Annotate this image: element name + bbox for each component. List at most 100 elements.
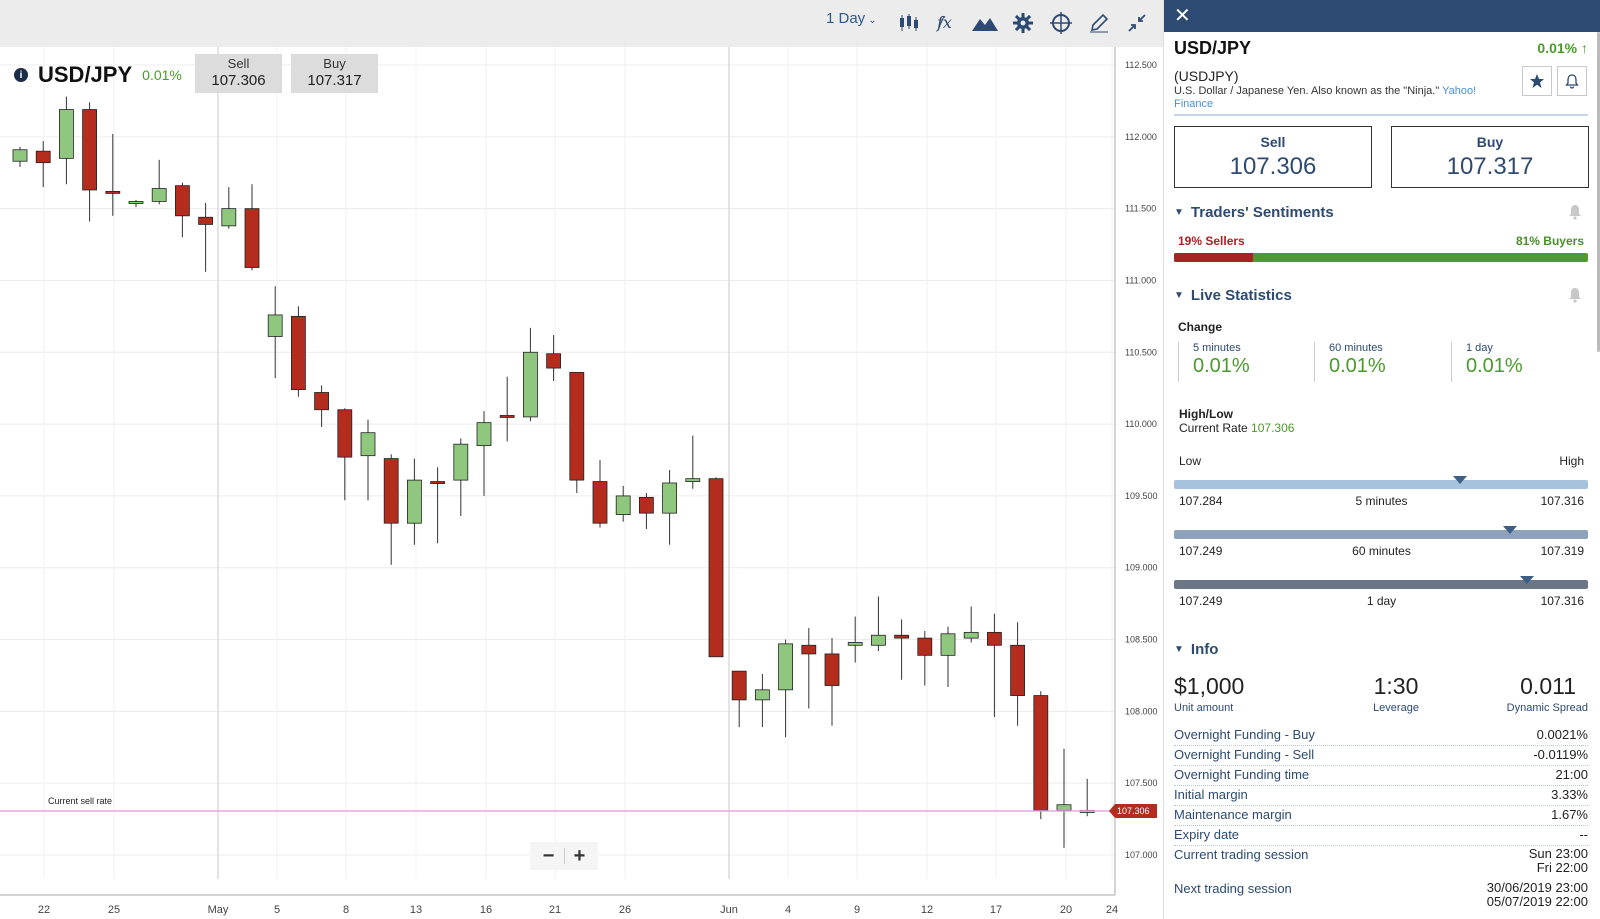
candle-body <box>430 481 446 484</box>
bell-icon[interactable] <box>1566 286 1584 309</box>
candle[interactable] <box>128 200 144 208</box>
candle[interactable] <box>499 376 515 442</box>
candle[interactable] <box>963 606 979 643</box>
candle[interactable] <box>12 146 28 167</box>
candle[interactable] <box>569 371 585 494</box>
candle-body <box>917 637 933 656</box>
candle[interactable] <box>824 638 840 726</box>
candle[interactable] <box>987 613 1002 718</box>
candle[interactable] <box>801 628 817 709</box>
panel-sell-label: Sell <box>1260 134 1286 150</box>
sellers-label: 19% Sellers <box>1178 234 1245 248</box>
info-section-toggle[interactable]: ▼ Info <box>1174 641 1218 658</box>
candle[interactable] <box>383 454 399 565</box>
candle[interactable] <box>755 674 770 728</box>
bell-icon[interactable] <box>1557 66 1587 96</box>
candle[interactable] <box>662 470 677 545</box>
candle[interactable] <box>847 616 863 663</box>
candle[interactable] <box>244 184 260 271</box>
candle-body <box>685 478 701 482</box>
candle[interactable] <box>546 335 561 381</box>
candle[interactable] <box>174 182 190 238</box>
yahoo-link[interactable]: Yahoo! <box>1442 85 1477 97</box>
collapse-icon[interactable] <box>1123 10 1151 36</box>
candle[interactable] <box>406 458 422 545</box>
panel-scrollbar[interactable] <box>1597 32 1600 352</box>
zoom-in-button[interactable]: + <box>573 845 586 867</box>
chart-type-mountain-icon[interactable] <box>971 10 999 36</box>
settings-gear-icon[interactable] <box>1009 10 1037 36</box>
crosshair-icon[interactable] <box>1047 10 1075 36</box>
panel-sell-button[interactable]: Sell 107.306 <box>1174 126 1372 188</box>
candle[interactable] <box>221 187 237 229</box>
row-key: Overnight Funding - Sell <box>1174 747 1315 762</box>
row-key: Initial margin <box>1174 787 1248 802</box>
candle[interactable] <box>430 467 446 544</box>
candlestick-chart[interactable]: 112.500 112.000 111.500 111.000 110.500 110.0… <box>0 47 1163 919</box>
zoom-control: − + <box>530 842 598 870</box>
sentiment-section-toggle[interactable]: ▼ Traders' Sentiments <box>1174 204 1334 221</box>
candle[interactable] <box>267 286 283 379</box>
row-key: Overnight Funding time <box>1174 767 1310 782</box>
star-icon[interactable] <box>1522 66 1552 96</box>
candle[interactable] <box>105 133 121 216</box>
close-icon[interactable]: ✕ <box>1174 5 1191 27</box>
indicators-fx-icon[interactable]: fx <box>933 10 961 36</box>
finance-link[interactable]: Finance <box>1174 98 1214 110</box>
unit-amount-label: Unit amount <box>1174 702 1234 714</box>
candle[interactable] <box>894 619 909 680</box>
candle[interactable] <box>1033 691 1049 820</box>
candle[interactable] <box>639 493 654 529</box>
candle[interactable] <box>82 102 97 222</box>
candle[interactable] <box>1010 622 1025 726</box>
live-stats-section-toggle[interactable]: ▼ Live Statistics <box>1174 287 1292 304</box>
candle[interactable] <box>476 411 492 496</box>
chart-sell-button[interactable]: Sell 107.306 <box>195 54 282 93</box>
candle[interactable] <box>151 159 167 205</box>
candle[interactable] <box>940 626 956 687</box>
candle[interactable] <box>778 639 793 738</box>
maintenance-margin-row: Maintenance margin 1.67% <box>1174 807 1588 826</box>
candle[interactable] <box>685 435 701 489</box>
header-divider <box>1174 114 1588 116</box>
change-label: 1 day <box>1466 342 1493 354</box>
candle[interactable] <box>523 327 538 422</box>
row-value: 21:00 <box>1555 767 1588 782</box>
draw-pencil-icon[interactable] <box>1085 10 1113 36</box>
candles-icon[interactable] <box>895 10 923 36</box>
candle[interactable] <box>453 438 469 517</box>
candle[interactable] <box>708 477 724 658</box>
candle[interactable] <box>731 670 747 728</box>
y-tick-label: 107.500 <box>1125 778 1158 788</box>
price-chart[interactable]: 112.500 112.000 111.500 111.000 110.500 110.0… <box>0 47 1163 919</box>
x-tick-label: 9 <box>854 904 860 916</box>
candle[interactable] <box>360 419 376 501</box>
candle[interactable] <box>337 408 353 501</box>
candle[interactable] <box>314 385 330 427</box>
candle[interactable] <box>917 630 933 686</box>
range-bar-1day <box>1174 580 1588 589</box>
bell-icon[interactable] <box>1566 203 1584 226</box>
range-marker-icon <box>1519 576 1534 584</box>
timeframe-dropdown[interactable]: 1 Day ⌄ <box>826 10 877 27</box>
candle[interactable] <box>198 202 214 272</box>
x-tick-label: 4 <box>785 904 791 916</box>
candle[interactable] <box>35 141 51 188</box>
info-icon[interactable]: i <box>14 68 28 82</box>
zoom-out-button[interactable]: − <box>542 845 555 867</box>
candle[interactable] <box>290 306 306 397</box>
panel-buy-button[interactable]: Buy 107.317 <box>1391 126 1589 188</box>
candle-body <box>290 315 306 391</box>
chart-buy-button[interactable]: Buy 107.317 <box>291 54 378 93</box>
candle[interactable] <box>592 460 608 528</box>
change-label: 60 minutes <box>1329 342 1383 354</box>
candle-body <box>778 643 793 691</box>
change-title: Change <box>1178 320 1223 334</box>
candle-body <box>731 670 747 701</box>
zoom-separator <box>563 848 565 864</box>
candle[interactable] <box>1056 748 1072 848</box>
x-tick-label: 26 <box>619 904 631 916</box>
candle[interactable] <box>871 596 886 652</box>
candle[interactable] <box>615 485 631 522</box>
candle[interactable] <box>59 96 74 185</box>
